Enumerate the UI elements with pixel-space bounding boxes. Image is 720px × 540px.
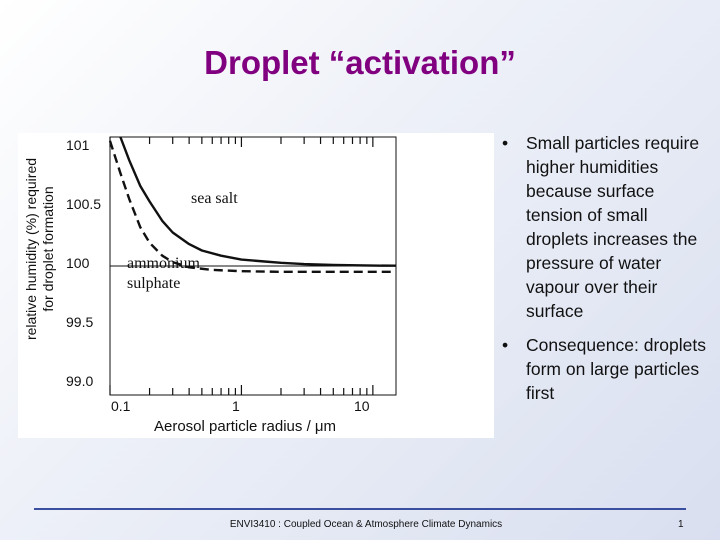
y-tick-label: 99.0 (66, 373, 94, 389)
x-axis-label: Aerosol particle radius / μm (154, 418, 337, 435)
sea-salt-annotation: sea salt (191, 190, 238, 207)
y-tick-label: 99.5 (66, 314, 94, 330)
x-tick-label: 10 (354, 398, 370, 414)
y-axis-label: relative humidity (%) required for dropl… (18, 133, 62, 359)
ammonium-annotation-line1: ammonium (127, 255, 200, 272)
y-tick-label: 100 (66, 255, 90, 271)
tick-marks (109, 137, 374, 395)
bullet-dot: • (502, 335, 509, 355)
y-axis-label-line2: for droplet formation (40, 186, 56, 312)
x-tick-label: 0.1 (111, 398, 131, 414)
bullet-list: • Small particles require higher humidit… (502, 131, 712, 415)
bullet-text: Small particles require higher humiditie… (526, 133, 700, 321)
y-axis-label-line1: relative humidity (%) required (23, 157, 39, 341)
chart-canvas (108, 136, 397, 396)
bullet-item: • Small particles require higher humidit… (502, 131, 712, 323)
slide-title: Droplet “activation” (204, 44, 516, 81)
footer-divider (34, 508, 686, 510)
y-tick-label: 100.5 (66, 196, 102, 212)
bullet-text: Consequence: droplets form on large part… (526, 335, 706, 403)
y-tick-label: 101 (66, 137, 90, 153)
footer-course: ENVI3410 : Coupled Ocean & Atmosphere Cl… (229, 519, 503, 530)
humidity-chart: relative humidity (%) required for dropl… (18, 133, 494, 438)
bullet-dot: • (502, 133, 509, 153)
series-line-ammonium-sulphate (108, 140, 396, 274)
bullet-item: • Consequence: droplets form on large pa… (502, 333, 712, 405)
series-line-sea-salt (119, 136, 397, 267)
ammonium-annotation-line2: sulphate (127, 275, 181, 292)
page-number: 1 (678, 519, 684, 530)
x-tick-label: 1 (232, 398, 240, 414)
